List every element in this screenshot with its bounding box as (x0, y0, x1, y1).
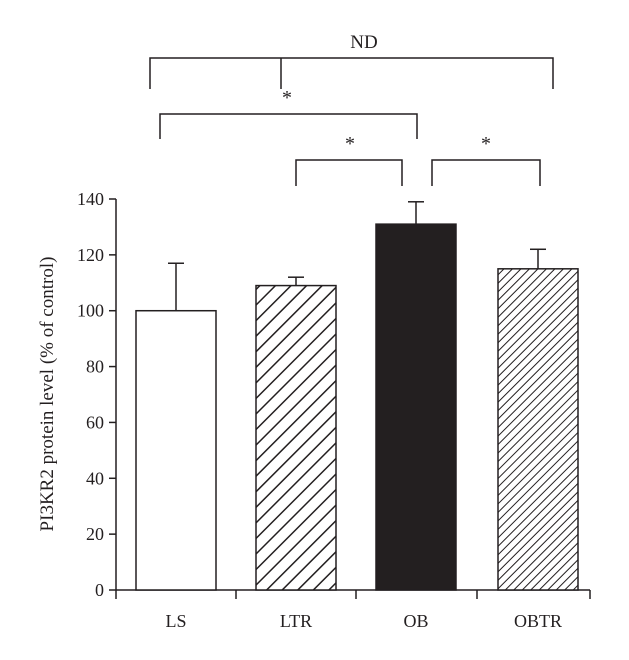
bracket-line (159, 113, 418, 139)
bracket-label: ND (350, 32, 377, 53)
bracket-label: * (345, 133, 355, 155)
bars: LS LTR OB OBTR (135, 201, 579, 631)
y-tick-label: 20 (86, 524, 104, 544)
bar-ltr (255, 284, 337, 591)
y-tick-label: 100 (77, 301, 104, 321)
bar-ob (375, 223, 457, 591)
bar-ls (135, 309, 217, 591)
y-axis-label: PI3KR2 protein level (% of control) (37, 257, 58, 532)
x-tick-label: OBTR (514, 611, 562, 631)
significance-bracket: ND (149, 32, 554, 89)
bracket-line (431, 159, 541, 186)
significance-bracket: * (295, 133, 403, 186)
x-tick-label: LS (165, 611, 186, 631)
y-tick-label: 40 (86, 468, 104, 488)
axes: 0 20 40 60 80 100 120 140 (77, 189, 591, 600)
significance-bracket: * (431, 133, 541, 186)
x-tick-label: OB (403, 611, 428, 631)
bracket-line (149, 57, 554, 89)
y-tick-label: 80 (86, 357, 104, 377)
y-tick-label: 140 (77, 189, 104, 209)
bracket-line (295, 159, 403, 186)
bracket-label: * (282, 87, 292, 109)
y-tick-label: 0 (95, 580, 104, 600)
significance-bracket: * (159, 87, 418, 139)
bracket-label: * (481, 133, 491, 155)
y-tick-label: 60 (86, 412, 104, 432)
y-tick-label: 120 (77, 245, 104, 265)
significance-annotations: ND * * * (149, 32, 554, 186)
bar-obtr (497, 268, 579, 591)
x-tick-label: LTR (280, 611, 312, 631)
